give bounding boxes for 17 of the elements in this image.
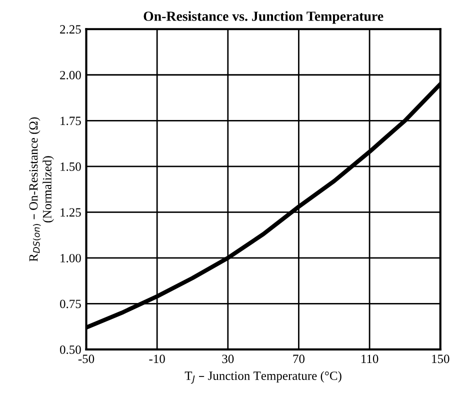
x-tick-label: 30 [222,354,234,364]
chart-title: On-Resistance vs. Junction Temperature [144,11,384,24]
x-tick-label: -50 [78,354,94,364]
y-tick-label: 1.00 [60,254,81,262]
x-tick-label: 110 [362,354,378,364]
y-tick-label: 0.50 [60,345,81,354]
y-tick-label: 1.50 [60,162,81,171]
y-tick-label: 1.25 [60,208,81,217]
y-axis-title: R$_{DS(on)}$ – On-Resistance (Ω) (Normalized) [28,117,54,262]
y-tick-label: 0.75 [60,300,81,308]
y-tick-label: 1.75 [60,116,81,126]
x-tick-label: 70 [293,354,305,364]
y-tick-label: 2.25 [60,25,81,34]
x-axis-title: T$_{J}$ – Junction Temperature (°C) [184,371,342,384]
y-tick-label: 2.00 [60,70,81,80]
x-tick-label: 150 [432,354,450,364]
x-tick-label: -10 [149,354,165,364]
